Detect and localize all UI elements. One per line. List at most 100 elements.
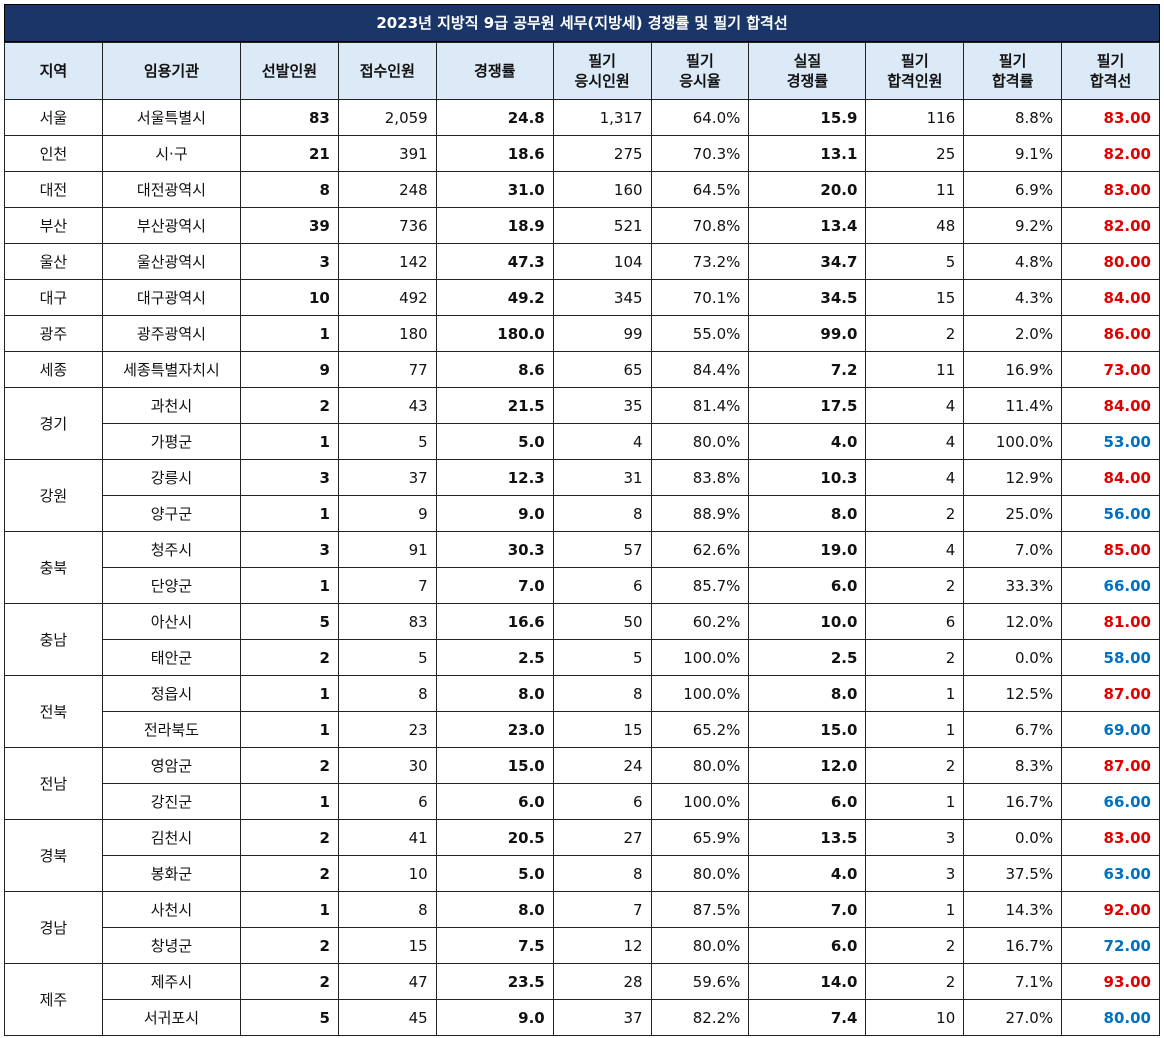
cutoff-score-cell: 66.00 <box>1061 567 1160 604</box>
applicant-count-cell: 6 <box>337 783 437 820</box>
pass-rate-cell: 12.9% <box>963 459 1063 496</box>
agency-cell: 창녕군 <box>101 927 242 964</box>
exam-rate-cell: 88.9% <box>650 495 750 532</box>
real-competition-ratio-cell: 6.0 <box>748 927 867 964</box>
exam-taker-count-cell: 5 <box>552 639 652 676</box>
pass-rate-cell: 27.0% <box>963 999 1063 1036</box>
exam-rate-cell: 85.7% <box>650 567 750 604</box>
real-competition-ratio-cell: 34.7 <box>748 243 867 280</box>
selected-count-cell: 2 <box>240 387 339 424</box>
pass-rate-cell: 0.0% <box>963 639 1063 676</box>
exam-taker-count-cell: 8 <box>552 495 652 532</box>
pass-rate-cell: 9.2% <box>963 207 1063 244</box>
exam-taker-count-cell: 24 <box>552 747 652 784</box>
agency-cell: 봉화군 <box>101 855 242 892</box>
cutoff-score-cell: 66.00 <box>1061 783 1160 820</box>
region-cell: 광주 <box>4 315 103 352</box>
applicant-count-cell: 83 <box>337 603 437 640</box>
cutoff-score-cell: 56.00 <box>1061 495 1160 532</box>
table-row: 충남 아산시 5 83 16.6 50 60.2% 10.0 6 12.0% 81.00 <box>4 603 1160 676</box>
competition-ratio-cell: 18.9 <box>435 207 554 244</box>
competition-ratio-cell: 7.5 <box>435 927 554 964</box>
exam-rate-cell: 64.5% <box>650 171 750 208</box>
applicant-count-cell: 180 <box>337 315 437 352</box>
selected-count-cell: 2 <box>240 963 339 1000</box>
cutoff-score-cell: 84.00 <box>1061 387 1160 424</box>
pass-count-cell: 1 <box>865 891 965 928</box>
exam-rate-cell: 81.4% <box>650 387 750 424</box>
exam-rate-cell: 65.9% <box>650 819 750 856</box>
agency-cell: 제주시 <box>101 963 242 1000</box>
pass-rate-cell: 12.0% <box>963 603 1063 640</box>
real-competition-ratio-cell: 34.5 <box>748 279 867 316</box>
real-competition-ratio-cell: 7.2 <box>748 351 867 388</box>
applicant-count-cell: 2,059 <box>337 99 437 136</box>
cutoff-score-cell: 72.00 <box>1061 927 1160 964</box>
region-cell: 제주 <box>4 963 103 1036</box>
real-competition-ratio-cell: 6.0 <box>748 783 867 820</box>
agency-cell: 사천시 <box>101 891 242 928</box>
competition-ratio-cell: 30.3 <box>435 531 554 568</box>
competition-ratio-cell: 20.5 <box>435 819 554 856</box>
cutoff-score-cell: 53.00 <box>1061 423 1160 460</box>
pass-count-cell: 3 <box>865 855 965 892</box>
agency-cell: 양구군 <box>101 495 242 532</box>
pass-count-cell: 4 <box>865 423 965 460</box>
cutoff-score-cell: 82.00 <box>1061 135 1160 172</box>
table-body: 서울 서울특별시 83 2,059 24.8 1,317 64.0% 15.9 116 8.8% 8… <box>4 99 1160 1036</box>
table-title: 2023년 지방직 9급 공무원 세무(지방세) 경쟁률 및 필기 합격선 <box>4 4 1160 42</box>
real-competition-ratio-cell: 12.0 <box>748 747 867 784</box>
region-cell: 서울 <box>4 99 103 136</box>
selected-count-cell: 2 <box>240 639 339 676</box>
pass-count-cell: 2 <box>865 963 965 1000</box>
real-competition-ratio-cell: 17.5 <box>748 387 867 424</box>
cutoff-score-cell: 87.00 <box>1061 747 1160 784</box>
exam-taker-count-cell: 104 <box>552 243 652 280</box>
pass-count-cell: 25 <box>865 135 965 172</box>
exam-taker-count-cell: 31 <box>552 459 652 496</box>
agency-cell: 강릉시 <box>101 459 242 496</box>
table-row: 창녕군 2 15 7.5 12 80.0% 6.0 2 16.7% 72.00 <box>5 927 1160 964</box>
competition-ratio-cell: 12.3 <box>435 459 554 496</box>
region-cell: 경북 <box>4 819 103 892</box>
applicant-count-cell: 30 <box>337 747 437 784</box>
competition-ratio-cell: 180.0 <box>435 315 554 352</box>
exam-rate-cell: 80.0% <box>650 927 750 964</box>
cutoff-score-cell: 80.00 <box>1061 243 1160 280</box>
pass-rate-cell: 2.0% <box>963 315 1063 352</box>
pass-count-cell: 5 <box>865 243 965 280</box>
table-row: 서울 서울특별시 83 2,059 24.8 1,317 64.0% 15.9 116 8.8% 8… <box>4 99 1160 136</box>
exam-rate-cell: 83.8% <box>650 459 750 496</box>
selected-count-cell: 1 <box>240 675 339 712</box>
exam-rate-cell: 100.0% <box>650 675 750 712</box>
agency-cell: 김천시 <box>101 819 242 856</box>
agency-cell: 시·구 <box>101 135 242 172</box>
selected-count-cell: 5 <box>240 603 339 640</box>
region-cell: 부산 <box>4 207 103 244</box>
pass-rate-cell: 12.5% <box>963 675 1063 712</box>
pass-count-cell: 2 <box>865 495 965 532</box>
competition-ratio-cell: 5.0 <box>435 423 554 460</box>
column-header: 필기 합격선 <box>1061 42 1160 100</box>
real-competition-ratio-cell: 14.0 <box>748 963 867 1000</box>
exam-rate-cell: 82.2% <box>650 999 750 1036</box>
table-row: 태안군 2 5 2.5 5 100.0% 2.5 2 0.0% 58.00 <box>5 639 1160 676</box>
exam-taker-count-cell: 27 <box>552 819 652 856</box>
exam-taker-count-cell: 6 <box>552 567 652 604</box>
applicant-count-cell: 7 <box>337 567 437 604</box>
agency-cell: 정읍시 <box>101 675 242 712</box>
applicant-count-cell: 41 <box>337 819 437 856</box>
applicant-count-cell: 47 <box>337 963 437 1000</box>
table-row: 경기 과천시 2 43 21.5 35 81.4% 17.5 4 11.4% 84.00 <box>4 387 1160 460</box>
selected-count-cell: 1 <box>240 495 339 532</box>
region-cell: 전북 <box>4 675 103 748</box>
exam-rate-cell: 80.0% <box>650 423 750 460</box>
column-header: 지역 <box>4 42 103 100</box>
region-cell: 경기 <box>4 387 103 460</box>
agency-cell: 청주시 <box>101 531 242 568</box>
exam-taker-count-cell: 12 <box>552 927 652 964</box>
cutoff-score-cell: 82.00 <box>1061 207 1160 244</box>
pass-count-cell: 10 <box>865 999 965 1036</box>
pass-count-cell: 6 <box>865 603 965 640</box>
results-table: 지역 임용기관 선발인원 접수인원 경쟁률 필기 응시인원 필기 응시율 실질 경쟁률 필기 합격인원 필… <box>4 42 1160 1036</box>
